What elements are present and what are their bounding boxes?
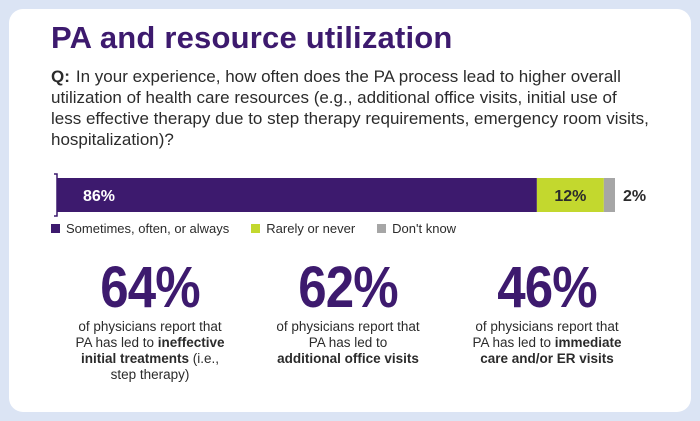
stat-desc-pre: of physicians report that PA has led to [75,319,222,350]
legend-item-dont-know: Don't know [377,221,456,236]
legend-item-rarely: Rarely or never [251,221,355,236]
chart-legend: Sometimes, often, or always Rarely or ne… [51,221,456,236]
bar-segment-sometimes [57,178,537,212]
question-label: Q: [51,67,70,86]
stat-description: of physicians report that PA has led to … [248,319,448,367]
stat-ineffective-treatments: 64% of physicians report that PA has led… [50,255,250,383]
question-text: In your experience, how often does the P… [51,67,649,149]
legend-item-sometimes: Sometimes, often, or always [51,221,229,236]
stat-description: of physicians report that PA has led to … [50,319,250,383]
legend-label-dont-know: Don't know [392,221,457,236]
page-title: PA and resource utilization [51,20,453,55]
legend-swatch-rarely [251,224,261,233]
stat-desc-bold: additional office visits [277,351,419,366]
legend-swatch-sometimes [51,224,60,233]
stat-description: of physicians report that PA has led to … [447,319,647,367]
stat-er-visits: 46% of physicians report that PA has led… [447,255,647,367]
survey-question: Q: In your experience, how often does the… [51,66,651,150]
data-label-dont-know: 2% [623,188,646,205]
bar-bracket [54,173,58,217]
data-label-rarely: 12% [554,188,586,205]
bar-segment-dont-know [603,178,615,212]
legend-label-rarely: Rarely or never [266,221,356,236]
bar-segment-rarely [536,178,604,212]
stat-value: 62% [298,255,398,320]
legend-label-sometimes: Sometimes, often, or always [66,221,230,236]
stat-desc-pre: of physicians report that PA has led to [276,319,420,350]
stat-desc-post: (i.e., step therapy) [110,351,220,382]
legend-swatch-dont-know [377,224,387,233]
stat-value: 64% [100,255,200,320]
stat-office-visits: 62% of physicians report that PA has led… [248,255,448,367]
data-label-sometimes: 86% [83,188,115,205]
stat-desc-pre: of physicians report that PA has led to [472,319,619,350]
stat-desc-bold: ineffective initial treatments [80,335,225,366]
stat-desc-bold: immediate care and/or ER visits [480,335,622,366]
stat-value: 46% [497,255,597,320]
